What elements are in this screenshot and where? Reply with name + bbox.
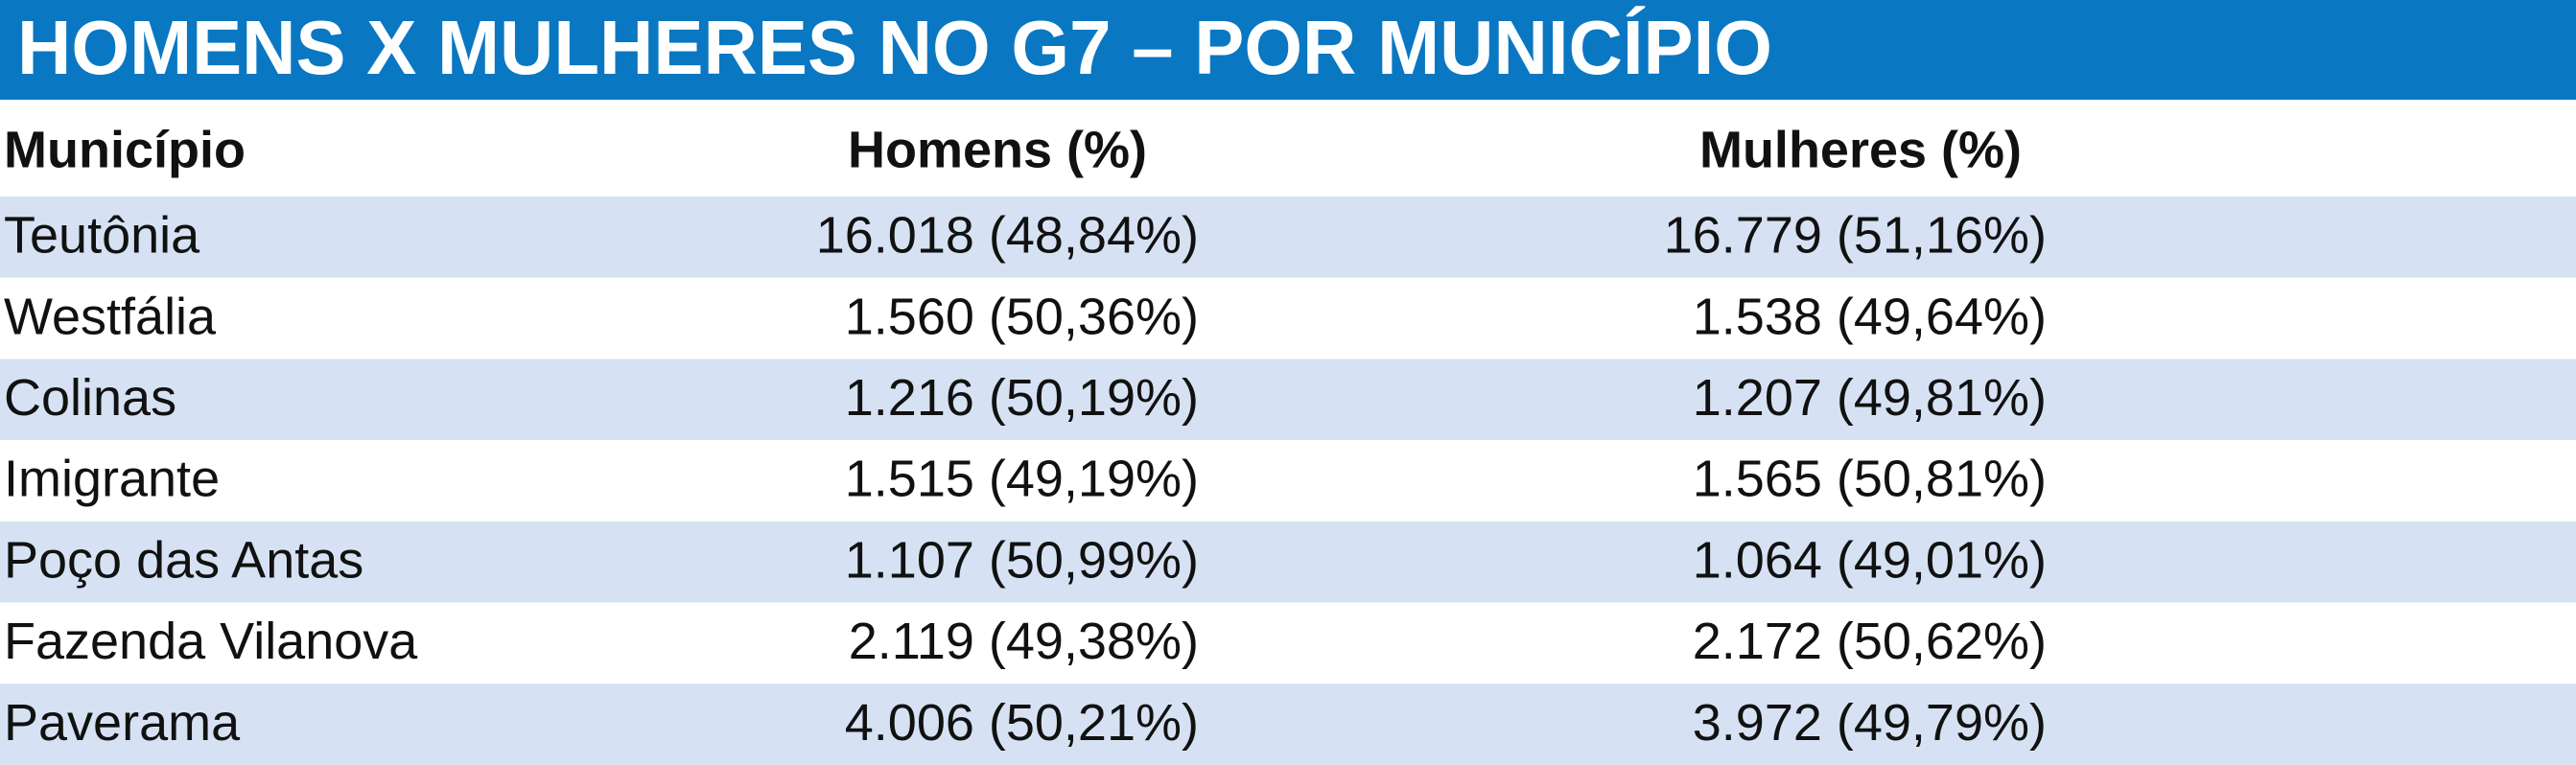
table-cell: Teutônia (4, 207, 200, 265)
table-cell: 2.172 (50,62%) (1693, 613, 2047, 670)
table-cell: 3.972 (49,79%) (1693, 694, 2047, 752)
row-band (0, 521, 2576, 603)
row-band (0, 684, 2576, 765)
table-cell: Colinas (4, 369, 176, 427)
table-cell: Fazenda Vilanova (4, 613, 418, 670)
table-cell: Poço das Antas (4, 531, 363, 589)
table-cell: 1.216 (50,19%) (845, 369, 1199, 427)
table-cell: 1.107 (50,99%) (845, 531, 1199, 589)
row-band (0, 197, 2576, 278)
table-cell: 16.018 (48,84%) (816, 207, 1199, 265)
table-cell: 1.207 (49,81%) (1693, 369, 2047, 427)
column-header: Município (4, 121, 246, 178)
table-cell: Paverama (4, 694, 241, 752)
table-cell: Westfália (4, 288, 217, 345)
table-cell: Imigrante (4, 451, 220, 508)
table-cell: 1.064 (49,01%) (1693, 531, 2047, 589)
column-header: Homens (%) (848, 121, 1147, 178)
table-cell: 2.119 (49,38%) (849, 613, 1199, 670)
table-cell: 1.515 (49,19%) (845, 451, 1199, 508)
table-cell: 4.006 (50,21%) (845, 694, 1199, 752)
table-cell: 1.565 (50,81%) (1693, 451, 2047, 508)
table-cell: 1.538 (49,64%) (1693, 288, 2047, 345)
title: HOMENS X MULHERES NO G7 – POR MUNICÍPIO (17, 5, 1772, 90)
table-cell: 16.779 (51,16%) (1664, 207, 2047, 265)
row-band (0, 359, 2576, 441)
title-bar (0, 0, 2576, 100)
column-header: Mulheres (%) (1699, 121, 2022, 178)
table-cell: 1.560 (50,36%) (845, 288, 1199, 345)
